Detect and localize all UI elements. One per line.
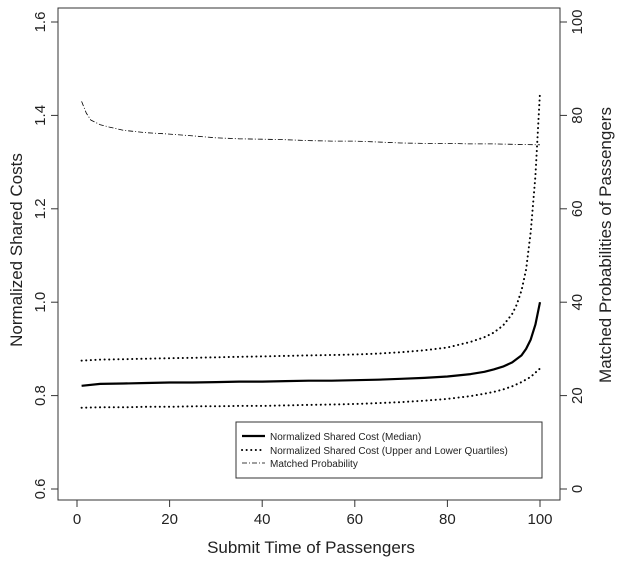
y-axis-right: 0 20 40 60 80 100 [560, 9, 586, 493]
x-tick-label: 20 [161, 511, 178, 528]
legend: Normalized Shared Cost (Median) Normaliz… [235, 421, 543, 479]
series-line-median [81, 301, 542, 387]
y2-tick-label: 80 [569, 107, 586, 124]
legend-label-probability: Matched Probability [270, 459, 358, 470]
y-tick-label: 1.4 [32, 105, 49, 126]
y-tick-label: 1.6 [32, 12, 49, 33]
y-tick-label: 0.6 [32, 479, 49, 500]
y-axis-left: 0.6 0.8 1.0 1.2 1.4 1.6 [32, 12, 58, 500]
x-tick-label: 40 [254, 511, 271, 528]
y-tick-label: 0.8 [32, 385, 49, 406]
legend-label-median: Normalized Shared Cost (Median) [270, 432, 421, 443]
y2-tick-label: 100 [569, 9, 586, 34]
x-tick-label: 60 [346, 511, 363, 528]
y-tick-label: 1.2 [32, 198, 49, 219]
y-tick-label: 1.0 [32, 292, 49, 313]
plot-frame [57, 7, 561, 501]
legend-label-quartiles: Normalized Shared Cost (Upper and Lower … [270, 446, 508, 457]
series-line-matched-probability [81, 101, 541, 146]
legend-box [235, 421, 543, 479]
y2-tick-label: 20 [569, 387, 586, 404]
x-axis: 0 20 40 60 80 100 [73, 500, 553, 528]
y2-tick-label: 40 [569, 294, 586, 311]
y2-tick-label: 0 [569, 485, 586, 493]
y-axis-title: Normalized Shared Costs [7, 153, 26, 347]
series-line-lower-quartile [80, 367, 541, 409]
y2-axis-title: Matched Probabilities of Passengers [596, 107, 615, 383]
x-tick-label: 0 [73, 511, 81, 528]
x-axis-title: Submit Time of Passengers [207, 538, 415, 557]
x-tick-label: 80 [439, 511, 456, 528]
y2-tick-label: 60 [569, 200, 586, 217]
series-line-upper-quartile [80, 91, 541, 362]
x-tick-label: 100 [527, 511, 552, 528]
series-lines [80, 91, 542, 409]
